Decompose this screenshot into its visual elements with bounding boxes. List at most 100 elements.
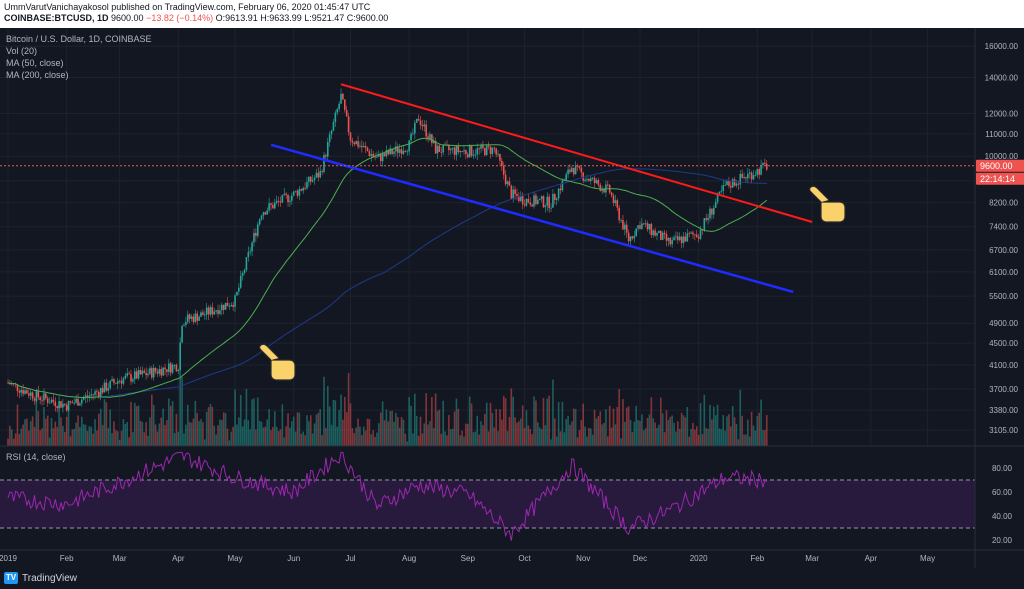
- volume-bar: [754, 430, 757, 446]
- volume-bar: [415, 415, 418, 446]
- candle-body: [703, 218, 706, 230]
- tradingview-logo[interactable]: TV TradingView: [4, 572, 77, 584]
- volume-bar: [10, 429, 13, 446]
- candle-body: [743, 176, 745, 178]
- candle-body: [612, 195, 615, 204]
- volume-bar: [311, 433, 314, 446]
- candle-body: [209, 307, 212, 315]
- volume-bar: [449, 429, 452, 446]
- price-chart[interactable]: Bitcoin / U.S. Dollar, 1D, COINBASE Vol …: [0, 28, 1024, 568]
- candle-body: [62, 403, 64, 408]
- candle-body: [718, 191, 721, 194]
- candle-body: [122, 378, 125, 384]
- volume-bar: [215, 434, 217, 446]
- volume-bar: [84, 424, 87, 446]
- price-axis[interactable]: 3105.00 3380.00 3700.00 4100.00 4500.00 4900.…: [985, 42, 1019, 435]
- volume-bar: [336, 426, 339, 446]
- volume-bar: [565, 419, 567, 446]
- volume-bar: [537, 422, 539, 446]
- volume-bar: [489, 402, 492, 446]
- volume-bar: [673, 422, 675, 446]
- volume-bar: [359, 426, 361, 446]
- candle-body: [758, 168, 760, 175]
- candle-body: [247, 252, 250, 258]
- volume-bar: [14, 433, 17, 446]
- candle-body: [404, 150, 407, 152]
- volume-bar: [120, 430, 123, 446]
- candle-body: [272, 204, 274, 209]
- candle-body: [474, 154, 477, 156]
- chart-stage[interactable]: Bitcoin / U.S. Dollar, 1D, COINBASE Vol …: [0, 28, 1024, 568]
- rsi-axis[interactable]: 20.00 40.00 60.00 80.00: [992, 464, 1013, 545]
- volume-bar: [499, 409, 501, 446]
- volume-bar: [697, 434, 700, 446]
- candle-body: [46, 398, 49, 403]
- rsi-tick-label: 60.00: [992, 488, 1013, 497]
- volume-bar: [156, 431, 159, 446]
- volume-bar: [591, 434, 594, 446]
- candle-body: [273, 202, 276, 209]
- candle-body: [113, 379, 115, 383]
- candle-body: [516, 194, 518, 197]
- volume-bar: [67, 406, 70, 446]
- candle-body: [694, 234, 696, 236]
- price-tick-label: 3380.00: [989, 406, 1018, 415]
- candle-body: [659, 230, 662, 240]
- volume-bar: [400, 417, 403, 446]
- candle-body: [682, 236, 685, 244]
- volume-bar: [608, 406, 611, 446]
- time-axis[interactable]: 2019 Feb Mar Apr May Jun Jul Aug Sep Oct Nov Dec 202…: [0, 549, 1024, 563]
- candle-body: [330, 130, 333, 135]
- candle-body: [357, 141, 359, 147]
- price-tick-label: 14000.00: [985, 73, 1019, 82]
- volume-bar: [315, 414, 318, 446]
- candle-body: [436, 145, 439, 154]
- time-tick-label: 2019: [0, 554, 17, 563]
- candle-body: [281, 194, 284, 203]
- volume-bar: [752, 425, 755, 446]
- tradingview-logo-icon: TV: [4, 572, 18, 584]
- candle-body: [215, 310, 217, 312]
- volume-bar: [88, 426, 91, 446]
- time-tick-label: May: [227, 554, 242, 563]
- candle-body: [724, 184, 726, 186]
- candle-body: [84, 395, 87, 398]
- time-tick-label: Feb: [750, 554, 764, 563]
- volume-bar: [376, 432, 378, 446]
- candle-body: [656, 232, 658, 236]
- volume-bar: [495, 409, 497, 446]
- candle-body: [499, 153, 501, 161]
- volume-bar: [126, 422, 129, 446]
- volume-bar: [440, 433, 443, 446]
- candle-body: [260, 215, 263, 220]
- candle-body: [308, 176, 310, 182]
- candle-body: [313, 177, 316, 181]
- candle-body: [552, 194, 554, 208]
- volume-bar: [417, 435, 420, 446]
- volume-bar: [207, 407, 210, 446]
- brand-name: TradingView: [22, 572, 78, 584]
- candle-body: [372, 154, 374, 157]
- volume-bar: [24, 419, 26, 446]
- volume-bar: [171, 401, 174, 446]
- candle-body: [109, 380, 111, 389]
- volume-bar: [20, 428, 23, 446]
- candle-body: [203, 314, 206, 316]
- candle-body: [593, 177, 596, 184]
- volume-bar: [470, 403, 473, 446]
- candle-body: [631, 236, 634, 239]
- volume-bar: [12, 438, 15, 446]
- time-tick-label: 2020: [690, 554, 708, 563]
- volume-bar: [663, 432, 666, 446]
- candle-body: [739, 173, 742, 185]
- candle-body: [253, 232, 255, 243]
- candle-body: [521, 195, 524, 205]
- time-tick-label: Mar: [113, 554, 127, 563]
- volume-bar: [262, 427, 265, 446]
- time-tick-label: Sep: [461, 554, 476, 563]
- candle-body: [550, 207, 552, 209]
- candle-body: [412, 133, 414, 135]
- candle-body: [567, 169, 569, 175]
- volume-bar: [105, 402, 108, 446]
- candle-body: [750, 172, 753, 180]
